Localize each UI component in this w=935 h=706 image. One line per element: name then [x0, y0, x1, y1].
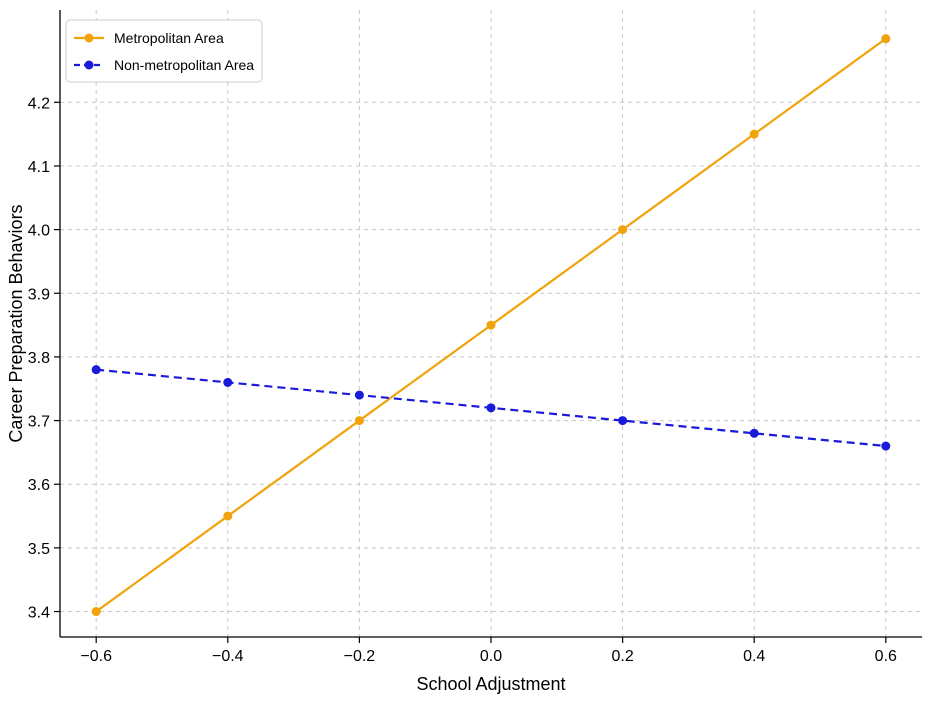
- y-tick-label: 3.4: [28, 605, 50, 622]
- y-tick-label: 3.6: [28, 477, 50, 494]
- y-axis-title: Career Preparation Behaviors: [6, 204, 26, 442]
- x-tick-label: 0.6: [875, 648, 897, 665]
- x-tick-label: −0.4: [212, 648, 244, 665]
- tick-labels: −0.6 −0.4 −0.2 0.0 0.2 0.4 0.6 3.4 3.5 3.6 3.7 3.8 3…: [28, 95, 897, 665]
- x-tick-label: 0.2: [611, 648, 633, 665]
- data-point: [486, 320, 496, 330]
- x-tick-label: 0.0: [480, 648, 502, 665]
- data-point: [881, 441, 891, 451]
- series-non-metropolitan-area: [91, 365, 891, 451]
- data-point: [749, 428, 759, 438]
- axes: [54, 10, 922, 643]
- legend-label: Metropolitan Area: [114, 30, 224, 46]
- data-point: [749, 129, 759, 139]
- data-point: [91, 607, 101, 617]
- legend-label: Non-metropolitan Area: [114, 57, 254, 73]
- data-point: [618, 416, 628, 426]
- x-tick-label: −0.2: [344, 648, 376, 665]
- data-point: [354, 416, 364, 426]
- legend-marker: [84, 60, 94, 70]
- data-point: [881, 34, 891, 44]
- data-point: [223, 511, 233, 521]
- series-layer: [91, 34, 891, 617]
- legend: Metropolitan Area Non-metropolitan Area: [65, 19, 263, 83]
- data-point: [354, 390, 364, 400]
- data-point: [91, 365, 101, 375]
- data-point: [486, 403, 496, 413]
- legend-entry: Non-metropolitan Area: [74, 57, 254, 73]
- data-point: [618, 225, 628, 235]
- y-tick-label: 3.9: [28, 286, 50, 303]
- y-tick-label: 4.0: [28, 223, 50, 240]
- legend-entry: Metropolitan Area: [74, 30, 224, 46]
- series-metropolitan-area: [91, 34, 891, 617]
- grid-lines: [60, 10, 922, 637]
- data-point: [223, 377, 233, 387]
- y-tick-label: 4.2: [28, 95, 50, 112]
- y-tick-label: 3.7: [28, 414, 50, 431]
- legend-marker: [84, 33, 94, 43]
- x-axis-title: School Adjustment: [416, 674, 565, 694]
- legend-box: [65, 19, 263, 83]
- x-tick-label: 0.4: [743, 648, 765, 665]
- y-tick-label: 3.8: [28, 350, 50, 367]
- x-tick-label: −0.6: [80, 648, 112, 665]
- y-tick-label: 3.5: [28, 541, 50, 558]
- y-tick-label: 4.1: [28, 159, 50, 176]
